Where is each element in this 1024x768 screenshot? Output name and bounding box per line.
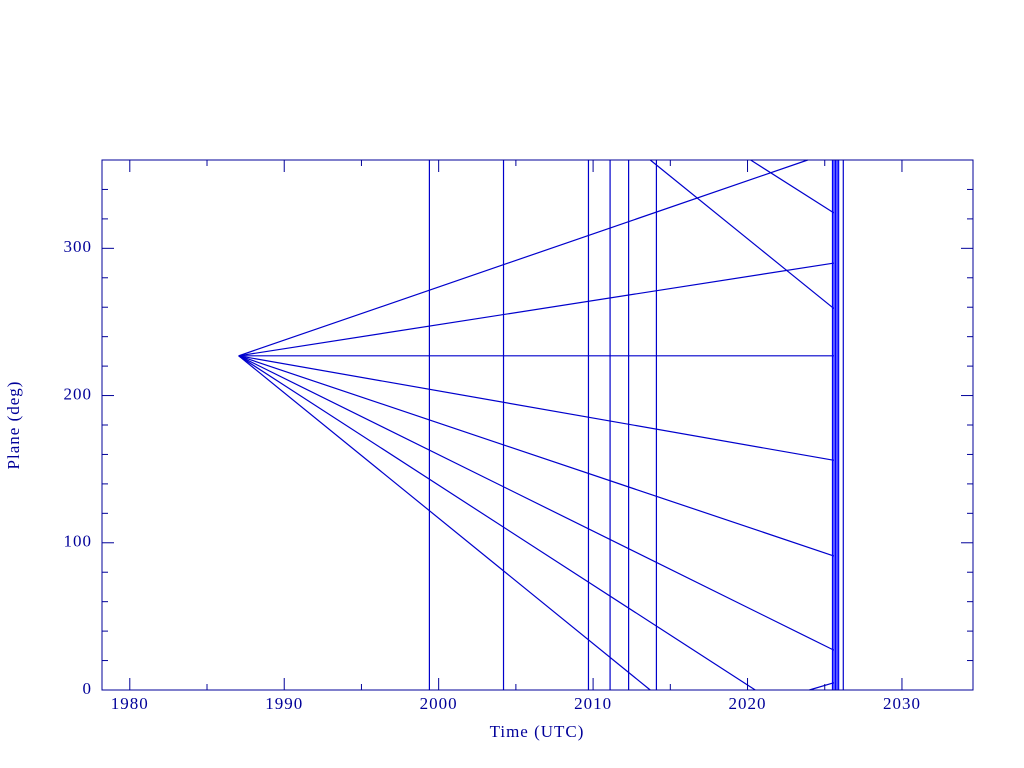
data-line xyxy=(238,355,835,461)
x-tick-label: 1980 xyxy=(111,694,149,713)
data-line xyxy=(649,159,835,310)
data-line xyxy=(238,355,756,691)
y-tick-label: 100 xyxy=(64,532,93,551)
x-tick-label: 2020 xyxy=(729,694,767,713)
data-line xyxy=(809,682,835,691)
data-line xyxy=(750,159,835,214)
y-axis-label: Plane (deg) xyxy=(4,381,23,470)
x-tick-label: 2030 xyxy=(883,694,921,713)
x-tick-label: 2010 xyxy=(574,694,612,713)
data-line xyxy=(238,355,651,691)
data-line xyxy=(238,355,835,651)
x-tick-label: 2000 xyxy=(420,694,458,713)
y-tick-label: 300 xyxy=(64,237,93,256)
data-line xyxy=(238,262,835,357)
y-tick-label: 200 xyxy=(64,384,93,403)
x-tick-label: 1990 xyxy=(265,694,303,713)
data-line xyxy=(238,355,835,557)
x-axis-label: Time (UTC) xyxy=(490,722,585,741)
data-line xyxy=(238,159,808,357)
y-tick-label: 0 xyxy=(83,679,93,698)
